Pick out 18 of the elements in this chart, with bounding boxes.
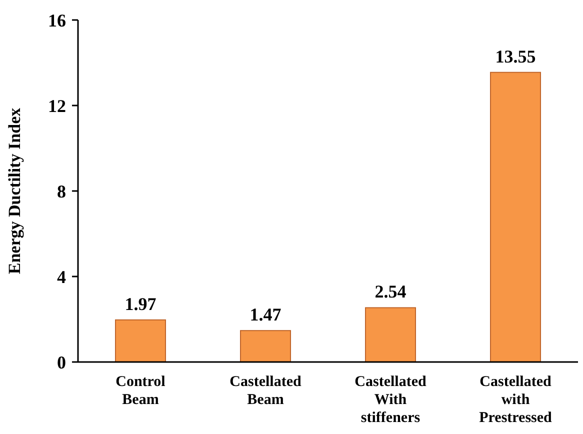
- y-axis-title: Energy Ductility Index: [5, 107, 24, 274]
- x-tick-label: Control Beam: [116, 374, 166, 408]
- x-tick-label: Castellated Beam: [230, 374, 302, 408]
- x-tick-label: Castellated With stiffeners: [354, 374, 427, 426]
- y-tick-label: 4: [57, 266, 66, 287]
- y-tick-label: 16: [48, 10, 66, 30]
- data-label: 1.97: [124, 294, 156, 314]
- y-tick-label: 12: [48, 96, 66, 116]
- data-label: 13.55: [495, 46, 536, 66]
- bar: [115, 319, 166, 362]
- y-tick-label: 8: [57, 181, 66, 202]
- data-label: 1.47: [250, 304, 282, 325]
- x-tick-label: Castellated with Prestressed: [479, 374, 553, 426]
- bar: [490, 72, 541, 362]
- bar: [365, 307, 416, 362]
- bar: [240, 330, 291, 362]
- data-label: 2.54: [374, 282, 406, 302]
- y-tick-label: 0: [57, 352, 66, 372]
